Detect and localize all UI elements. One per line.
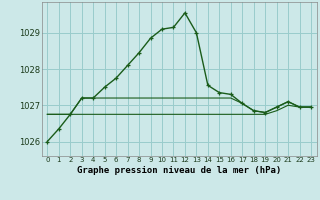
X-axis label: Graphe pression niveau de la mer (hPa): Graphe pression niveau de la mer (hPa) (77, 166, 281, 175)
